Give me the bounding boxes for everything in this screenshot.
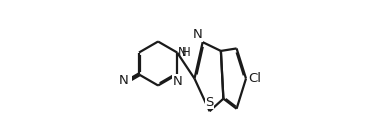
Text: S: S <box>205 96 214 109</box>
Text: N: N <box>178 46 187 59</box>
Text: H: H <box>181 46 190 59</box>
Text: N: N <box>118 74 128 87</box>
Text: Cl: Cl <box>248 72 261 85</box>
Text: N: N <box>173 75 182 88</box>
Text: N: N <box>192 28 202 41</box>
